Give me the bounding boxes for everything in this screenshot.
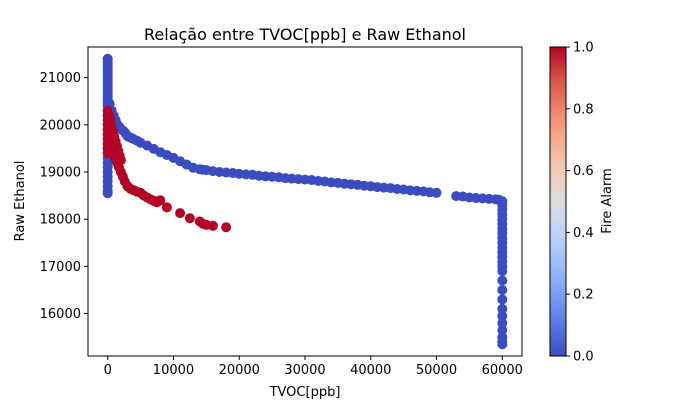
data-point-alarm-0 <box>497 251 508 262</box>
data-point-alarm-0 <box>497 204 508 215</box>
y-tick-label: 17000 <box>40 260 81 275</box>
colorbar-tick-label: 0.0 <box>573 350 594 365</box>
data-point-alarm-0 <box>497 242 508 253</box>
colorbar-tick-label: 0.8 <box>573 102 594 117</box>
data-point-alarm-0 <box>497 233 508 244</box>
x-tick-label: 0 <box>104 363 112 378</box>
data-point-alarm-0 <box>497 285 508 295</box>
x-tick-label: 50000 <box>416 363 457 378</box>
data-point-alarm-1 <box>161 202 172 213</box>
x-tick-label: 60000 <box>482 363 523 378</box>
y-axis-ticks: 16000 17000 18000 19000 20000 21000 <box>40 71 88 322</box>
data-point-alarm-0 <box>497 303 508 314</box>
y-tick-label: 21000 <box>40 71 81 86</box>
x-tick-label: 10000 <box>153 363 194 378</box>
y-axis-label: Raw Ethanol <box>13 161 28 242</box>
x-axis-ticks: 0 10000 20000 30000 40000 50000 60000 <box>104 356 523 378</box>
data-point-alarm-0 <box>497 261 508 272</box>
y-tick-label: 18000 <box>40 213 81 228</box>
y-tick-label: 19000 <box>40 166 81 181</box>
x-axis-label: TVOC[ppb] <box>269 385 341 400</box>
data-point-alarm-0 <box>102 188 113 199</box>
colorbar-tick-label: 0.6 <box>573 164 594 179</box>
data-point-alarm-1 <box>155 195 166 206</box>
colorbar <box>549 46 567 357</box>
colorbar-label: Fire Alarm <box>600 168 615 234</box>
data-point-alarm-0 <box>497 214 508 225</box>
data-point-alarm-1 <box>207 220 218 231</box>
data-point-alarm-0 <box>497 223 508 234</box>
colorbar-tick-label: 0.4 <box>573 226 594 241</box>
x-tick-label: 20000 <box>219 363 260 378</box>
data-point-alarm-0 <box>497 294 508 305</box>
colorbar-tick-label: 1.0 <box>573 41 594 56</box>
data-point-alarm-0 <box>497 318 508 328</box>
x-tick-label: 30000 <box>284 363 325 378</box>
chart-title: Relação entre TVOC[ppb] e Raw Ethanol <box>144 25 466 44</box>
data-point-alarm-0 <box>497 310 508 321</box>
y-tick-label: 20000 <box>40 118 81 133</box>
data-point-alarm-0 <box>497 325 508 336</box>
data-point-alarm-0 <box>431 187 442 198</box>
x-tick-label: 40000 <box>350 363 391 378</box>
colorbar-tick-label: 0.2 <box>573 288 594 303</box>
data-point-alarm-1 <box>175 208 186 219</box>
data-point-alarm-0 <box>497 275 508 286</box>
data-point-alarm-1 <box>221 222 232 233</box>
data-points <box>102 53 508 350</box>
data-point-alarm-1 <box>184 213 195 224</box>
colorbar-ticks: 0.0 0.2 0.4 0.6 0.8 1.0 <box>566 41 594 365</box>
data-point-alarm-0 <box>497 339 508 350</box>
y-tick-label: 16000 <box>40 307 81 322</box>
